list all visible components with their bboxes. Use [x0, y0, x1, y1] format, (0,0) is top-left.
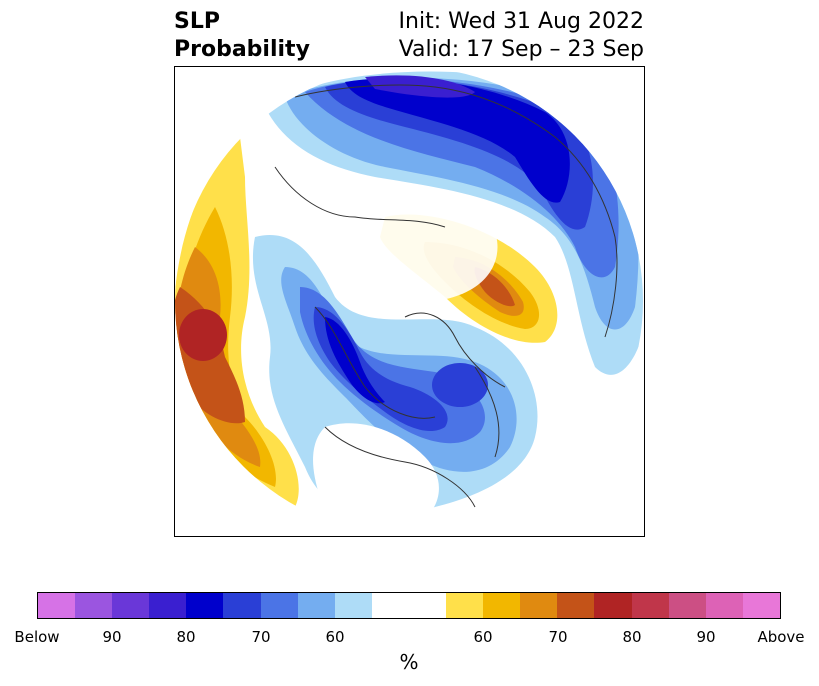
title-variable: SLP	[174, 9, 220, 34]
colorbar-swatch	[149, 593, 187, 618]
colorbar-tick-label: 70	[251, 628, 271, 646]
colorbar-tick-label: 80	[176, 628, 196, 646]
colorbar-swatch	[260, 593, 298, 618]
colorbar-unit: %	[399, 650, 419, 674]
colorbar-tick-label: Below	[14, 628, 60, 646]
polar-map	[174, 66, 645, 537]
pole-neutral	[331, 186, 498, 302]
colorbar-swatch	[705, 593, 743, 618]
colorbar-tick-label: Above	[757, 628, 805, 646]
colorbar-tick-label: 60	[325, 628, 345, 646]
colorbar-tick-label: 90	[102, 628, 122, 646]
colorbar-swatch	[334, 593, 372, 618]
colorbar-tick-label: 70	[548, 628, 568, 646]
below-normal-eurasia	[265, 71, 643, 375]
colorbar-tick-label: 60	[473, 628, 493, 646]
colorbar-swatch	[112, 593, 150, 618]
colorbar-swatch	[223, 593, 261, 618]
colorbar-swatch	[483, 593, 521, 618]
neutral-namerica	[313, 423, 439, 533]
colorbar-swatch	[631, 593, 669, 618]
init-date: Init: Wed 31 Aug 2022	[398, 9, 644, 34]
title-right: Init: Wed 31 Aug 2022 Valid: 17 Sep – 23…	[399, 8, 644, 64]
colorbar-swatch	[297, 593, 335, 618]
colorbar-swatch	[186, 593, 224, 618]
colorbar-swatch	[75, 593, 113, 618]
map-canvas	[175, 67, 643, 535]
colorbar-swatch	[446, 593, 484, 618]
colorbar-swatch	[371, 593, 409, 618]
colorbar-swatch	[38, 593, 76, 618]
colorbar-swatch	[520, 593, 558, 618]
title-type: Probability	[174, 37, 310, 62]
colorbar-tick-label: 90	[696, 628, 716, 646]
colorbar-swatch	[742, 593, 780, 618]
colorbar-swatch	[668, 593, 706, 618]
colorbar-tick-label: 80	[622, 628, 642, 646]
colorbar-swatch	[557, 593, 595, 618]
valid-range: Valid: 17 Sep – 23 Sep	[398, 37, 644, 62]
title-left: SLP Probability	[174, 8, 310, 64]
colorbar-swatch	[408, 593, 447, 618]
colorbar	[37, 592, 781, 619]
colorbar-swatch	[594, 593, 632, 618]
